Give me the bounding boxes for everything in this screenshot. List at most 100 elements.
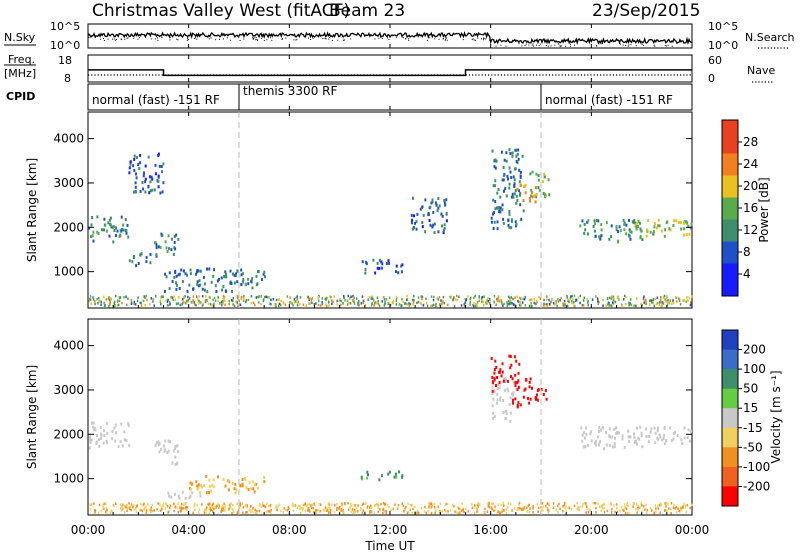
ground-scatter-cell bbox=[377, 506, 379, 509]
echo-cell bbox=[157, 443, 160, 447]
nsearch-point bbox=[322, 38, 324, 40]
ground-scatter-cell bbox=[490, 506, 493, 509]
echo-cell bbox=[537, 186, 540, 190]
ground-scatter-cell bbox=[655, 507, 657, 510]
echo-cell bbox=[164, 272, 167, 276]
echo-cell bbox=[133, 255, 136, 259]
echo-cell bbox=[519, 184, 522, 188]
colorbar-tick-label: 8 bbox=[743, 245, 751, 259]
nsearch-point bbox=[324, 37, 326, 39]
ground-scatter-cell bbox=[137, 296, 139, 299]
ground-scatter-cell bbox=[500, 301, 503, 304]
echo-cell bbox=[158, 450, 161, 454]
ground-scatter-cell bbox=[423, 510, 426, 513]
ground-scatter-cell bbox=[264, 295, 266, 299]
ground-scatter-cell bbox=[362, 299, 364, 303]
echo-cell bbox=[513, 178, 516, 182]
ground-scatter-cell bbox=[312, 507, 314, 510]
ground-scatter-cell bbox=[327, 502, 330, 505]
echo-cell bbox=[431, 198, 434, 202]
echo-cell bbox=[583, 431, 586, 435]
echo-cell bbox=[548, 193, 551, 197]
ground-scatter-cell bbox=[302, 303, 305, 306]
ground-scatter-cell bbox=[220, 304, 223, 307]
nsearch-point bbox=[525, 43, 527, 45]
ground-scatter-cell bbox=[643, 298, 645, 302]
ground-scatter-cell bbox=[119, 503, 122, 506]
echo-cell bbox=[514, 148, 517, 152]
ground-scatter-cell bbox=[288, 507, 290, 511]
ground-scatter-cell bbox=[94, 511, 96, 514]
ground-scatter-cell bbox=[491, 502, 493, 506]
nsearch-point bbox=[188, 38, 189, 40]
echo-cell bbox=[440, 212, 443, 216]
echo-cell bbox=[494, 179, 497, 183]
nsearch-point bbox=[408, 39, 410, 41]
ground-scatter-cell bbox=[212, 510, 214, 513]
ground-scatter-cell bbox=[353, 300, 355, 303]
echo-cell bbox=[231, 481, 234, 485]
ground-scatter-cell bbox=[342, 509, 344, 512]
ground-scatter-cell bbox=[664, 502, 666, 505]
ground-scatter-cell bbox=[177, 302, 180, 305]
ground-scatter-cell bbox=[548, 298, 550, 302]
nsearch-point bbox=[112, 38, 113, 40]
echo-cell bbox=[615, 432, 618, 435]
nsearch-point bbox=[381, 37, 383, 39]
echo-cell bbox=[191, 491, 194, 495]
ground-scatter-cell bbox=[583, 296, 586, 300]
echo-cell bbox=[492, 212, 494, 216]
ground-scatter-cell bbox=[557, 297, 559, 301]
ground-scatter-cell bbox=[321, 301, 323, 304]
echo-cell bbox=[625, 232, 628, 236]
ground-scatter-cell bbox=[658, 503, 661, 507]
ground-scatter-cell bbox=[687, 299, 689, 302]
ground-scatter-cell bbox=[404, 508, 406, 512]
colorbar-tick-label: 24 bbox=[743, 157, 758, 171]
echo-cell bbox=[512, 381, 515, 385]
echo-cell bbox=[255, 274, 258, 278]
echo-cell bbox=[649, 230, 652, 234]
echo-cell bbox=[217, 277, 220, 281]
ground-scatter-cell bbox=[304, 502, 306, 505]
echo-cell bbox=[157, 440, 160, 444]
ground-scatter-cell bbox=[126, 303, 128, 307]
ground-scatter-cell bbox=[198, 302, 200, 305]
ground-scatter-cell bbox=[530, 298, 533, 301]
ground-scatter-cell bbox=[357, 302, 360, 305]
echo-cell bbox=[104, 223, 107, 227]
ground-scatter-cell bbox=[386, 503, 389, 507]
ground-scatter-cell bbox=[284, 303, 287, 307]
ground-scatter-cell bbox=[174, 506, 176, 509]
colorbar-swatch bbox=[722, 197, 738, 203]
echo-cell bbox=[498, 370, 500, 374]
ground-scatter-cell bbox=[122, 503, 124, 506]
echo-cell bbox=[528, 385, 531, 389]
ground-scatter-cell bbox=[587, 303, 589, 307]
ground-scatter-cell bbox=[241, 511, 244, 514]
echo-cell bbox=[177, 273, 180, 277]
ground-scatter-cell bbox=[507, 502, 510, 505]
ground-scatter-cell bbox=[443, 301, 446, 305]
ground-scatter-cell bbox=[409, 302, 412, 306]
echo-cell bbox=[652, 232, 655, 236]
nsearch-point bbox=[601, 43, 603, 44]
ground-scatter-cell bbox=[405, 506, 407, 509]
ground-scatter-cell bbox=[657, 504, 659, 508]
ground-scatter-cell bbox=[684, 504, 687, 508]
ground-scatter-cell bbox=[258, 295, 261, 298]
echo-cell bbox=[398, 470, 401, 474]
echo-cell bbox=[90, 438, 93, 442]
ground-scatter-cell bbox=[626, 501, 629, 505]
colorbar-tick-label: 4 bbox=[743, 267, 751, 281]
ground-scatter-cell bbox=[660, 301, 662, 304]
ground-scatter-cell bbox=[336, 502, 338, 506]
ground-scatter-cell bbox=[415, 511, 418, 515]
echo-cell bbox=[628, 218, 630, 222]
ground-scatter-cell bbox=[384, 302, 386, 305]
echo-cell bbox=[639, 234, 642, 238]
ground-scatter-cell bbox=[369, 506, 371, 509]
ground-scatter-cell bbox=[646, 511, 648, 514]
